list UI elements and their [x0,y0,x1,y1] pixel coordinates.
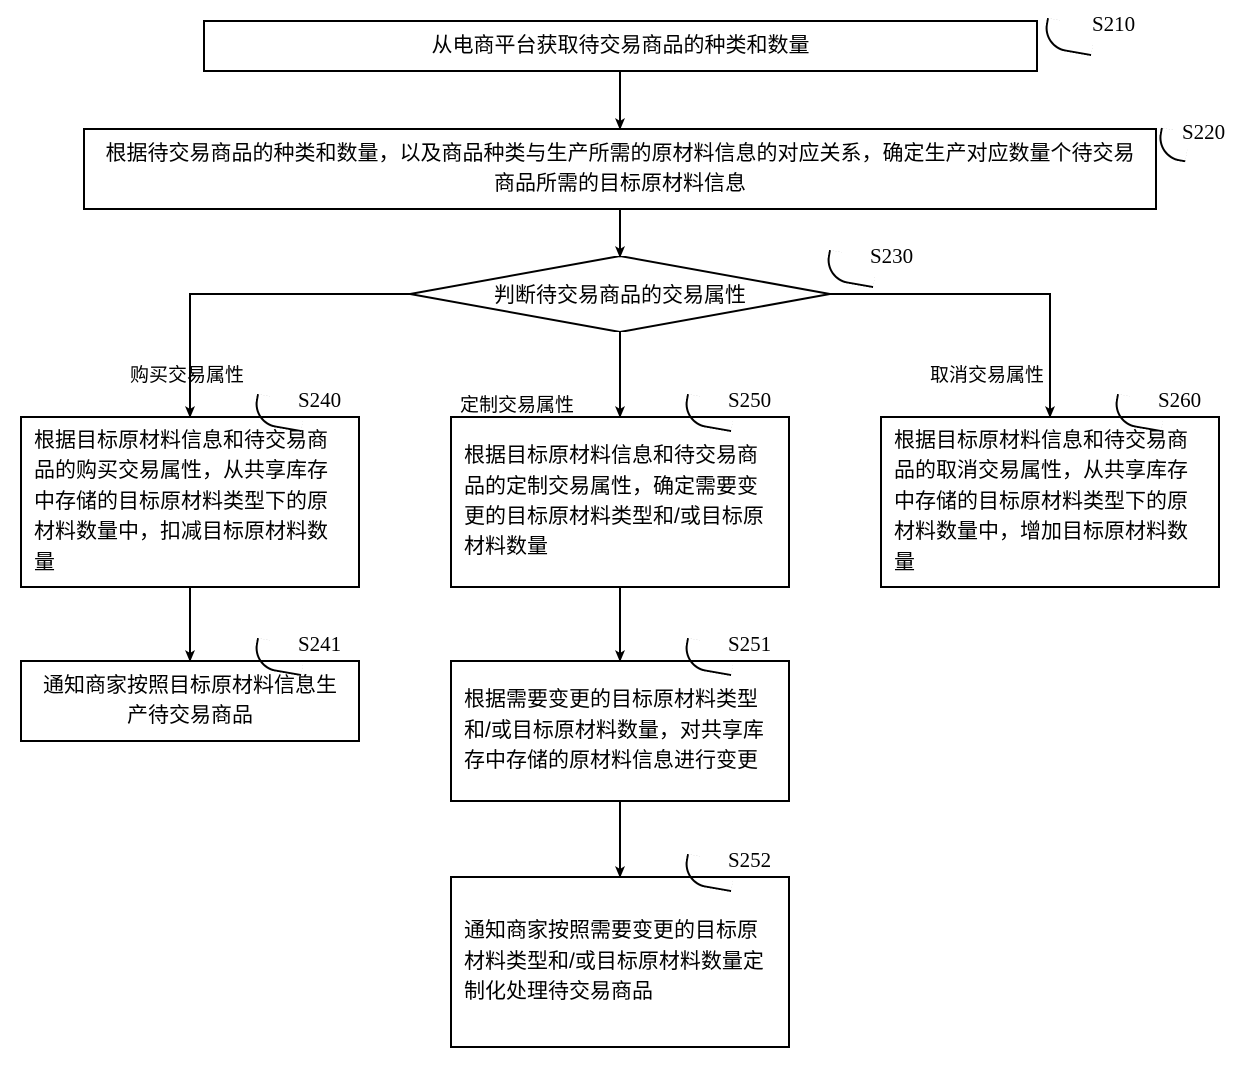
node-text: 根据目标原材料信息和待交易商品的取消交易属性，从共享库存中存储的目标原材料类型下… [894,426,1206,578]
node-text: 根据目标原材料信息和待交易商品的购买交易属性，从共享库存中存储的目标原材料类型下… [34,426,346,578]
edge-label-text: 购买交易属性 [130,365,244,386]
node-s210: 从电商平台获取待交易商品的种类和数量 [203,20,1038,72]
edge-label-cancel: 取消交易属性 [930,360,1044,387]
edge-label-text: 定制交易属性 [460,395,574,416]
node-text: 判断待交易商品的交易属性 [494,279,746,309]
node-text: 根据需要变更的目标原材料类型和/或目标原材料数量，对共享库存中存储的原材料信息进… [464,685,776,776]
edge-label-buy: 购买交易属性 [130,360,244,387]
step-label-s210: S210 [1092,12,1135,37]
node-s240: 根据目标原材料信息和待交易商品的购买交易属性，从共享库存中存储的目标原材料类型下… [20,416,360,588]
edge-label-text: 取消交易属性 [930,365,1044,386]
node-s230: 判断待交易商品的交易属性 [410,256,830,332]
node-s250: 根据目标原材料信息和待交易商品的定制交易属性，确定需要变更的目标原材料类型和/或… [450,416,790,588]
label-pointer-curve [1156,128,1191,163]
label-pointer-curve [1042,18,1096,56]
node-s252: 通知商家按照需要变更的目标原材料类型和/或目标原材料数量定制化处理待交易商品 [450,876,790,1048]
node-s251: 根据需要变更的目标原材料类型和/或目标原材料数量，对共享库存中存储的原材料信息进… [450,660,790,802]
node-text: 通知商家按照需要变更的目标原材料类型和/或目标原材料数量定制化处理待交易商品 [464,916,776,1007]
node-text: 通知商家按照目标原材料信息生产待交易商品 [34,671,346,732]
node-text: 从电商平台获取待交易商品的种类和数量 [432,31,810,61]
node-s260: 根据目标原材料信息和待交易商品的取消交易属性，从共享库存中存储的目标原材料类型下… [880,416,1220,588]
node-s220: 根据待交易商品的种类和数量，以及商品种类与生产所需的原材料信息的对应关系，确定生… [83,128,1157,210]
node-text: 根据待交易商品的种类和数量，以及商品种类与生产所需的原材料信息的对应关系，确定生… [97,139,1143,200]
edge-label-custom: 定制交易属性 [460,390,574,417]
step-label-text: S210 [1092,12,1135,36]
node-text: 根据目标原材料信息和待交易商品的定制交易属性，确定需要变更的目标原材料类型和/或… [464,441,776,563]
node-s241: 通知商家按照目标原材料信息生产待交易商品 [20,660,360,742]
